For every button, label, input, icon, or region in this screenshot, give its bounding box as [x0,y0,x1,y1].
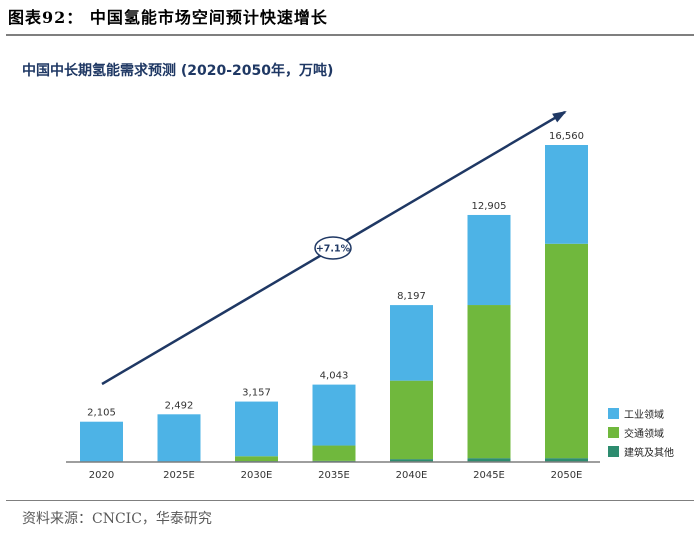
bar-chart: 2,105 2,492 3,157 4,043 8,197 12,905 16,560 20… [66,110,600,481]
bar-2030E-series-1 [235,456,278,462]
bar-2050E-series-0 [545,458,588,462]
value-label-2025E: 2,492 [165,400,194,411]
x-tick-2020: 2020 [89,470,114,481]
title-divider [6,34,694,36]
bar-2045E-series-2 [467,214,511,306]
value-label-2045E: 12,905 [472,201,507,212]
source-note: 资料来源：CNCIC，华泰研究 [22,511,212,527]
bar-2040E-series-0 [390,459,433,462]
bar-2040E-series-2 [390,305,433,381]
x-tick-2035E: 2035E [318,470,350,481]
growth-arrow-head [552,110,567,123]
bar-2045E-series-1 [467,305,511,459]
bar-2020-series-2 [80,421,123,462]
legend-item-building: 建筑及其他 [608,442,674,461]
bar-2040E-series-1 [390,380,433,460]
growth-rate-label: +7.1% [316,244,351,255]
legend-label-transport: 交通领域 [624,429,664,440]
x-tick-2030E: 2030E [241,470,273,481]
growth-rate-badge [314,236,352,260]
legend-label-building: 建筑及其他 [624,448,674,459]
source-divider [6,500,694,501]
x-tick-2050E: 2050E [551,470,583,481]
bar-2025E-series-2 [157,414,201,462]
legend-item-transport: 交通领域 [608,423,674,442]
x-tick-2025E: 2025E [163,470,195,481]
value-label-2050E: 16,560 [549,131,584,142]
x-tick-2040E: 2040E [396,470,428,481]
bar-2045E-series-0 [467,458,511,462]
value-label-2035E: 4,043 [320,371,349,382]
legend: 工业领域 交通领域 建筑及其他 [608,404,674,461]
bar-2050E-series-1 [545,243,588,459]
legend-label-industry: 工业领域 [624,410,664,421]
bar-2030E-series-2 [235,401,278,457]
value-label-2040E: 8,197 [397,291,426,302]
bar-2050E-series-2 [545,145,588,244]
value-label-2030E: 3,157 [242,388,271,399]
bars-group [80,145,588,462]
chart-title: 中国中长期氢能需求预测 (2020-2050年，万吨) [22,63,334,79]
figure-title: 图表92： 中国氢能市场空间预计快速增长 [8,8,328,27]
legend-swatch-industry [608,408,619,419]
value-label-2020: 2,105 [87,408,116,419]
bar-2035E-series-2 [312,384,356,446]
x-tick-2045E: 2045E [473,470,505,481]
legend-swatch-transport [608,427,619,438]
growth-arrow: +7.1% [101,110,567,386]
legend-swatch-building [608,446,619,457]
value-labels-group: 2,105 2,492 3,157 4,043 8,197 12,905 16,560 [87,131,584,419]
legend-item-industry: 工业领域 [608,404,674,423]
x-tick-labels-group: 2020 2025E 2030E 2035E 2040E 2045E 2050E [89,470,583,481]
bar-2035E-series-1 [312,445,356,461]
